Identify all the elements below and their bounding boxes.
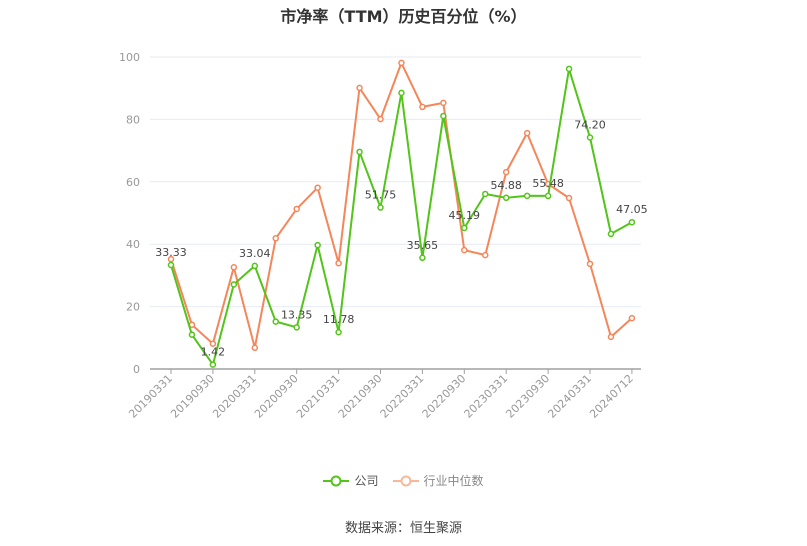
data-point-marker xyxy=(523,192,531,200)
data-point-marker xyxy=(314,184,321,191)
grid-lines xyxy=(150,56,641,308)
x-tick-label: 20220930 xyxy=(420,372,469,421)
company-line xyxy=(170,67,633,366)
x-tick-label: 20240331 xyxy=(545,372,594,421)
data-point-marker xyxy=(209,340,217,347)
series-lines xyxy=(167,59,636,368)
data-point-marker xyxy=(251,344,259,352)
data-label: 33.33 xyxy=(155,246,187,259)
data-label: 13.35 xyxy=(281,308,313,321)
data-label: 35.65 xyxy=(407,239,439,252)
data-point-marker xyxy=(461,224,468,232)
data-point-marker xyxy=(251,262,259,270)
data-point-marker xyxy=(377,115,384,123)
data-point-marker xyxy=(565,194,573,202)
y-tick-label: 60 xyxy=(126,176,140,189)
data-point-marker xyxy=(628,314,636,322)
data-point-marker xyxy=(502,168,510,176)
y-tick-label: 80 xyxy=(126,113,140,126)
data-point-marker xyxy=(502,194,510,202)
x-tick-label: 20200331 xyxy=(210,372,259,421)
data-point-marker xyxy=(209,361,217,368)
legend-line-circle-icon xyxy=(323,475,350,486)
data-point-marker xyxy=(230,264,238,271)
data-point-marker xyxy=(419,254,426,262)
data-point-marker xyxy=(523,129,531,137)
data-point-marker xyxy=(230,281,238,288)
y-axis: 0 20 40 60 80 100 xyxy=(119,51,140,376)
data-point-marker xyxy=(314,241,321,249)
x-tick-label: 20210930 xyxy=(336,372,385,421)
legend-label-industry-median: 行业中位数 xyxy=(423,474,484,488)
x-axis: 2019033120190930202003312020093020210331… xyxy=(126,368,641,421)
data-labels: 33.33 1.42 33.04 13.35 11.78 51.75 35.65 45.19 5… xyxy=(155,118,647,358)
x-tick-label: 20240712 xyxy=(587,372,636,421)
data-label: 1.42 xyxy=(201,346,226,359)
legend-line-circle-icon xyxy=(392,475,419,486)
data-point-marker xyxy=(293,205,300,213)
data-point-marker xyxy=(167,255,175,263)
data-point-marker xyxy=(607,333,615,341)
x-tick-label: 20200930 xyxy=(252,372,301,421)
data-point-marker xyxy=(482,251,489,259)
data-point-marker xyxy=(586,260,594,268)
x-tick-label: 20190331 xyxy=(126,372,175,421)
legend-label-company: 公司 xyxy=(354,474,379,488)
data-point-marker xyxy=(356,84,363,92)
data-point-marker xyxy=(188,331,196,338)
data-point-marker xyxy=(544,192,552,200)
x-tick-label: 20220331 xyxy=(378,372,427,421)
data-point-marker xyxy=(272,235,279,242)
data-label: 51.75 xyxy=(365,189,397,202)
data-point-marker xyxy=(628,218,636,226)
data-point-marker xyxy=(167,261,175,269)
data-point-marker xyxy=(440,112,447,120)
data-point-marker xyxy=(398,89,405,97)
x-tick-label: 20190930 xyxy=(168,372,217,421)
data-point-marker xyxy=(335,259,342,267)
data-point-marker xyxy=(461,246,468,254)
legend-item-industry-median[interactable]: 行业中位数 xyxy=(392,472,484,489)
data-label: 74.20 xyxy=(574,118,606,131)
data-point-marker xyxy=(586,134,594,141)
data-point-marker xyxy=(398,59,405,67)
data-label: 11.78 xyxy=(323,313,355,326)
data-label: 54.88 xyxy=(490,179,522,192)
data-point-marker xyxy=(356,148,363,156)
y-tick-label: 40 xyxy=(126,238,140,251)
data-point-marker xyxy=(419,103,426,111)
data-point-marker xyxy=(607,230,615,238)
data-point-marker xyxy=(440,99,447,107)
data-point-marker xyxy=(565,65,573,73)
data-label: 45.19 xyxy=(449,209,481,222)
y-tick-label: 20 xyxy=(126,301,140,314)
data-label: 47.05 xyxy=(616,203,648,216)
chart-title: 市净率（TTM）历史百分位（%） xyxy=(280,7,527,26)
x-tick-label: 20230930 xyxy=(503,372,552,421)
legend: 公司 行业中位数 xyxy=(0,472,807,489)
data-label: 55.48 xyxy=(532,177,564,190)
x-tick-label: 20230331 xyxy=(462,372,511,421)
data-label: 33.04 xyxy=(239,247,271,260)
data-point-marker xyxy=(335,328,342,336)
data-point-marker xyxy=(293,324,300,331)
legend-item-company[interactable]: 公司 xyxy=(323,472,379,489)
x-tick-label: 20210331 xyxy=(294,372,343,421)
data-source: 数据来源：恒生聚源 xyxy=(344,521,462,536)
data-point-marker xyxy=(272,318,279,325)
y-tick-label: 100 xyxy=(119,51,140,64)
data-point-marker xyxy=(377,204,384,211)
data-point-marker xyxy=(482,190,489,198)
y-tick-label: 0 xyxy=(133,363,140,376)
